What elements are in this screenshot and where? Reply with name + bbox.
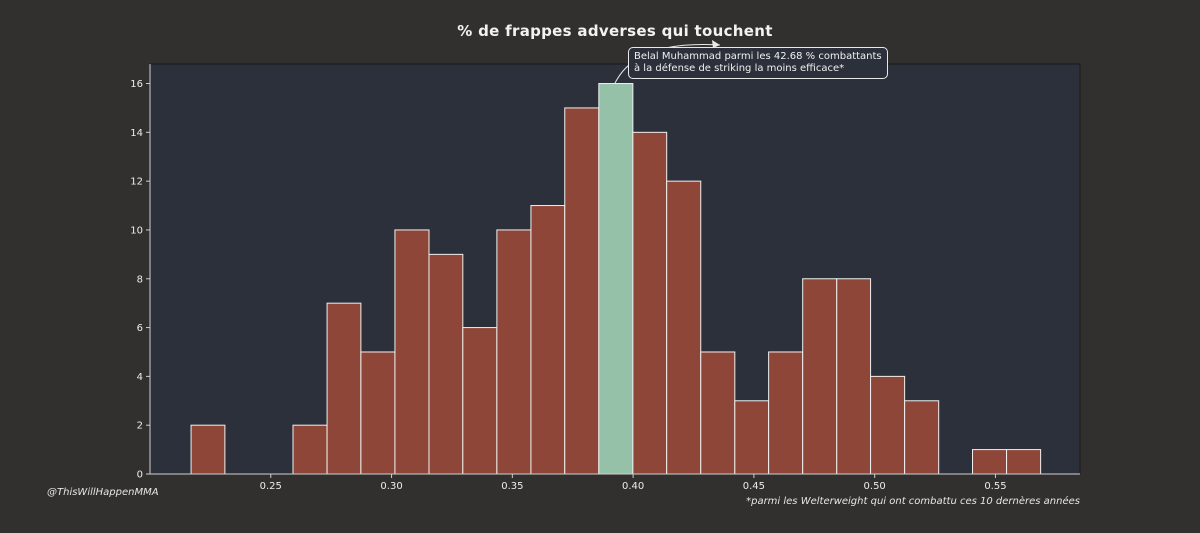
y-tick-label: 6 xyxy=(137,323,143,334)
histogram-bar xyxy=(972,449,1008,475)
histogram-bar xyxy=(836,278,872,475)
y-tick-label: 16 xyxy=(130,79,143,90)
x-tick-label: 0.50 xyxy=(864,481,886,492)
histogram-bar xyxy=(564,107,600,475)
credit-text: @ThisWillHappenMMA xyxy=(47,487,159,498)
footnote-text: *parmi les Welterweight qui ont combattu… xyxy=(746,496,1080,507)
histogram-bar xyxy=(870,375,906,475)
histogram-bar xyxy=(666,180,702,475)
y-tick-label: 8 xyxy=(137,274,143,285)
histogram-bar xyxy=(530,205,566,475)
x-tick-label: 0.45 xyxy=(743,481,765,492)
histogram-bar xyxy=(462,327,498,475)
histogram-bar xyxy=(292,424,328,475)
x-tick-label: 0.25 xyxy=(260,481,282,492)
highlight-bar xyxy=(598,83,634,475)
y-tick-label: 4 xyxy=(137,372,143,383)
histogram-bar xyxy=(904,400,940,475)
histogram-bar xyxy=(632,131,668,475)
histogram-bar xyxy=(734,400,770,475)
annotation-line-1: Belal Muhammad parmi les 42.68 % combatt… xyxy=(634,51,882,62)
x-tick-label: 0.30 xyxy=(380,481,402,492)
y-tick-label: 12 xyxy=(130,177,143,188)
y-tick-label: 14 xyxy=(130,128,143,139)
annotation-arrowhead xyxy=(712,40,720,48)
histogram-bar xyxy=(1006,449,1042,475)
x-axis: 0.25 0.30 0.35 0.40 0.45 0.50 0.55 xyxy=(150,473,1080,492)
annotation-line-2: à la défense de striking la moins effica… xyxy=(634,63,845,74)
y-tick-label: 0 xyxy=(137,470,143,481)
y-tick-label: 2 xyxy=(137,421,143,432)
y-axis: 0 2 4 6 8 10 12 14 16 xyxy=(130,64,151,481)
histogram-bar xyxy=(394,229,430,475)
x-tick-label: 0.40 xyxy=(622,481,644,492)
histogram-bar xyxy=(700,351,736,475)
y-tick-label: 10 xyxy=(130,225,143,236)
histogram-bar xyxy=(802,278,838,475)
histogram-bar xyxy=(768,351,804,475)
histogram-bar xyxy=(360,351,396,475)
bars-group xyxy=(190,83,1042,475)
x-tick-label: 0.35 xyxy=(501,481,523,492)
histogram-bar xyxy=(190,424,226,475)
histogram-bar xyxy=(326,302,362,475)
chart-title: % de frappes adverses qui touchent xyxy=(457,22,773,40)
x-tick-label: 0.55 xyxy=(984,481,1006,492)
histogram-bar xyxy=(428,253,464,475)
histogram-bar xyxy=(496,229,532,475)
annotation-box: Belal Muhammad parmi les 42.68 % combatt… xyxy=(628,47,888,79)
